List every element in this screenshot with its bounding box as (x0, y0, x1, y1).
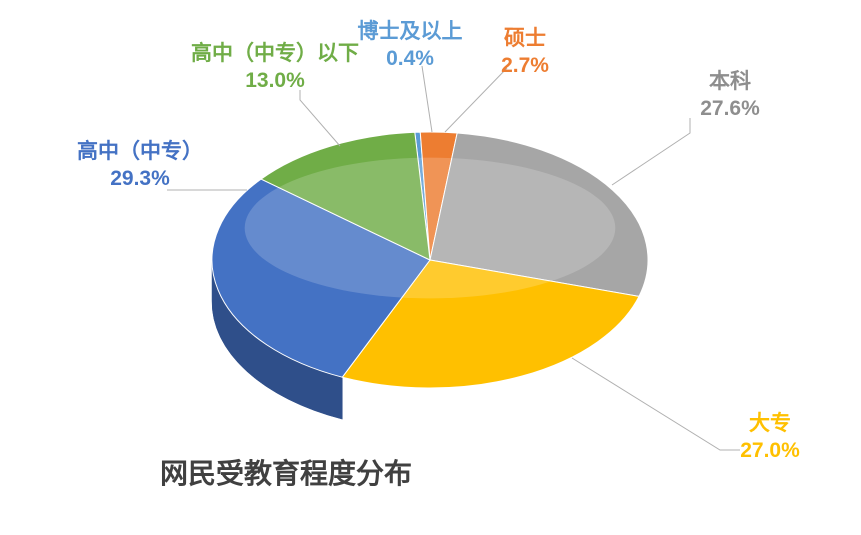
slice-label-college-name: 大专 (650, 410, 861, 437)
slice-label-highschool: 高中（中专） 29.3% (20, 138, 260, 193)
leader-belowhs (300, 90, 340, 146)
slice-label-belowhs-name: 高中（中专）以下 (155, 40, 395, 67)
slice-label-college: 大专 27.0% (650, 410, 861, 465)
slice-label-bachelor: 本科 27.6% (610, 68, 850, 123)
slice-label-bachelor-name: 本科 (610, 68, 850, 95)
leader-bachelor (612, 118, 690, 185)
slice-label-master-name: 硕士 (405, 25, 645, 52)
chart-title: 网民受教育程度分布 (160, 452, 412, 492)
slice-label-highschool-name: 高中（中专） (20, 138, 260, 165)
slice-label-master: 硕士 2.7% (405, 25, 645, 80)
pie-highlight-group (245, 158, 616, 299)
chart-container: 博士及以上 0.4% 硕士 2.7% 本科 27.6% 大专 27.0% 高中（… (0, 0, 861, 535)
slice-label-bachelor-value: 27.6% (610, 95, 850, 122)
slice-label-highschool-value: 29.3% (20, 165, 260, 192)
slice-label-college-value: 27.0% (650, 437, 861, 464)
slice-label-master-value: 2.7% (405, 52, 645, 79)
pie-highlight (245, 158, 616, 299)
slice-label-belowhs-value: 13.0% (155, 67, 395, 94)
slice-label-belowhs: 高中（中专）以下 13.0% (155, 40, 395, 95)
